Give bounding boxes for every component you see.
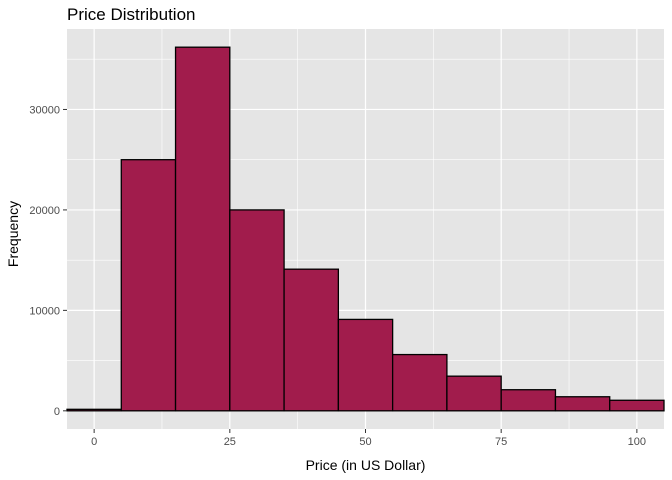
histogram-bar (500, 389, 557, 412)
histogram-bar (174, 46, 231, 412)
histogram-bar (120, 159, 177, 412)
x-tick-label: 0 (91, 436, 97, 448)
x-tick-label: 100 (628, 436, 646, 448)
y-tick-label: 30000 (29, 104, 60, 116)
x-tick-label: 25 (224, 436, 236, 448)
y-tick-label: 20000 (29, 205, 60, 217)
histogram-bar (229, 209, 285, 412)
histogram-bar (337, 318, 394, 412)
histogram-bar (446, 375, 502, 412)
y-tick-label: 10000 (29, 305, 60, 317)
histogram-bar (283, 268, 340, 412)
histogram-bar (609, 399, 665, 412)
x-axis-label: Price (in US Dollar) (305, 457, 426, 473)
y-tick-label: 0 (54, 406, 60, 418)
histogram-bar (391, 353, 448, 412)
histogram-bar (554, 396, 611, 412)
histogram-bar (66, 408, 122, 412)
y-axis-label: Frequency (5, 200, 21, 268)
x-tick-label: 75 (495, 436, 507, 448)
chart-title: Price Distribution (67, 5, 196, 24)
x-tick-label: 50 (359, 436, 371, 448)
